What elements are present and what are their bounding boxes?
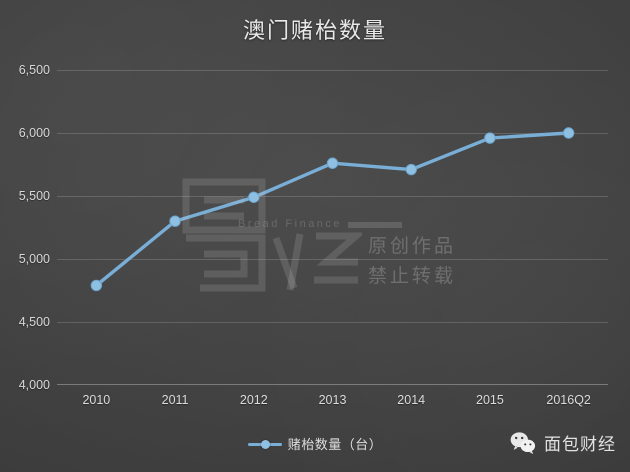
x-axis-tick-label: 2010: [82, 393, 111, 407]
x-axis-tick-label: 2012: [239, 393, 268, 407]
plot-area: [57, 70, 608, 385]
x-axis-tick-label: 2011: [161, 393, 189, 407]
x-axis-tick-label: 2016Q2: [546, 393, 591, 407]
y-axis-tick-label: 6,500: [18, 63, 50, 77]
y-axis-tick-label: 4,500: [18, 315, 50, 329]
data-point-marker[interactable]: [90, 279, 103, 292]
legend-item-label: 赌枱数量（台）: [287, 437, 383, 452]
brand-name: 面包财经: [544, 435, 616, 454]
x-axis-tick-label: 2014: [397, 393, 426, 407]
y-axis-tick-label: 4,000: [18, 378, 50, 392]
gridline: [57, 70, 608, 71]
gridline: [57, 322, 608, 323]
page-title: 澳门赌枱数量: [242, 18, 387, 43]
data-point-marker[interactable]: [169, 215, 181, 227]
data-point-marker[interactable]: [326, 157, 339, 169]
series-line-chart: [90, 127, 575, 292]
brand-footer: 面包财经: [510, 430, 616, 455]
y-axis-tick-label: 5,000: [18, 252, 50, 266]
y-axis-tick-label: 6,000: [18, 126, 50, 140]
y-axis-tick-label: 5,500: [18, 189, 50, 203]
x-axis-tick-label: 2015: [476, 393, 504, 407]
legend-marker-icon: [247, 437, 282, 451]
y-axis: 4,000 4,500 5,000 5,500 6,000 6,500: [0, 63, 50, 392]
x-axis: 2010 2011 2012 2013 2014 2015 2016Q2: [57, 393, 608, 415]
series-line: [94, 131, 571, 288]
data-point-marker[interactable]: [562, 127, 575, 139]
data-point-marker[interactable]: [405, 163, 417, 176]
data-point-marker[interactable]: [484, 132, 496, 144]
wechat-icon: [510, 431, 536, 454]
x-axis-tick-label: 2013: [318, 393, 347, 407]
data-point-marker[interactable]: [248, 191, 260, 203]
gridline: [57, 196, 608, 197]
gridline: [57, 133, 608, 134]
chart-legend[interactable]: 赌枱数量（台）: [0, 434, 630, 453]
gridline: [57, 259, 608, 260]
x-axis-line: [57, 384, 608, 385]
